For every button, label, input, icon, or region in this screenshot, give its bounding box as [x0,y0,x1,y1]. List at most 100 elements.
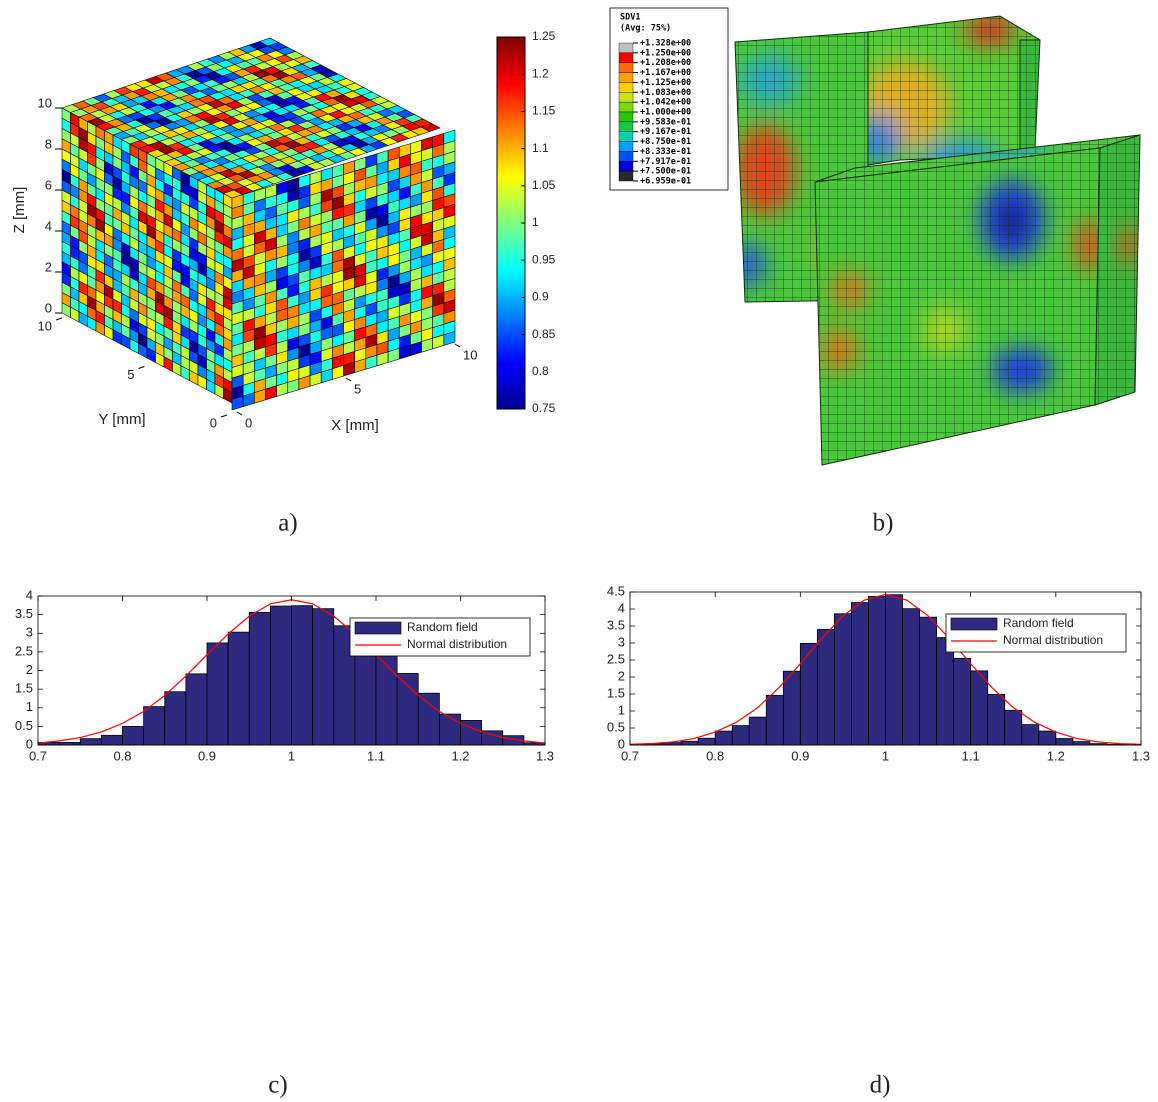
z-axis-title: Z [mm] [11,187,28,234]
y-tick-label: 0 [618,736,625,751]
x-tick-label: 0.9 [791,748,809,763]
histogram-bar [799,642,818,746]
x-tick-label: 0 [245,415,252,430]
x-tick-label: 1.2 [451,748,469,763]
legend-label: Random field [407,620,478,634]
y-tick-label: 3 [26,625,33,640]
colorbar-tick-label: 0.8 [532,364,549,378]
y-tick-label: 10 [38,318,52,333]
x-tick-label: 1 [288,748,295,763]
y-tick-label: 0 [210,415,217,430]
legend-subtitle: (Avg: 75%) [620,24,671,34]
histogram-bar [680,740,699,746]
x-tick-label: 0.9 [198,748,216,763]
histogram-bar [396,673,419,746]
legend-label: +1.000e+00 [640,108,691,118]
z-tick-label: 6 [45,177,52,192]
histogram-bar [1021,724,1040,746]
colorbar-tick-label: 0.95 [532,252,556,266]
y-tick-label: 2 [618,668,625,683]
face-edge [1094,134,1141,406]
legend-swatch [618,72,634,83]
colorbar-tick-label: 1.2 [532,66,549,80]
legend-label: +1.208e+00 [640,58,691,68]
y-axis-title: Y [mm] [98,411,145,428]
colorbar-tick-label: 1.1 [532,141,549,155]
legend-swatch [618,52,634,63]
legend-swatch [618,121,634,132]
legend-swatch [618,151,634,162]
legend-label: +8.333e-01 [640,147,691,157]
histogram-bar [164,691,187,746]
histogram-bar [885,594,903,746]
y-tick-label: 3.5 [15,606,33,621]
legend-swatch [618,170,634,182]
histogram-bar [697,737,716,746]
legend-swatch [618,131,634,142]
face-mesh [815,148,1100,465]
legend-swatch [354,621,402,635]
z-tick-label: 0 [45,300,52,315]
panel-label: d) [870,1072,891,1099]
legend-label: +7.917e-01 [640,157,691,167]
legend-title: SDV1 [620,13,640,23]
y-tick-label: 0 [26,736,33,751]
x-tick-label: 10 [463,347,477,362]
x-tick-label: 1.3 [1132,748,1150,763]
y-tick [138,366,145,369]
y-tick-label: 4.5 [607,583,625,598]
x-tick-label: 0.7 [621,748,639,763]
x-tick-label: 5 [354,381,361,396]
legend-label: Normal distribution [407,637,507,651]
face [868,16,1040,165]
histogram-bar [206,642,229,746]
y-tick-label: 1.5 [607,685,625,700]
legend-label: +7.500e-01 [640,167,691,177]
x-tick-label: 1 [882,748,889,763]
y-tick-label: 1 [26,699,33,714]
x-tick [236,411,243,416]
face-mesh [1020,40,1040,155]
histogram-bar [79,738,102,746]
histogram-bar [970,670,989,746]
legend-swatch [618,161,634,172]
face [1095,135,1140,405]
legend-swatch [618,141,634,152]
histogram-bar [185,673,208,746]
histogram-bar [417,692,440,746]
z-tick-label: 8 [45,136,52,151]
histogram-bar [291,605,314,746]
y-tick-label: 2.5 [15,643,33,658]
legend-label: +9.167e-01 [640,127,691,137]
panel-label: c) [268,1072,287,1099]
histogram-bar [438,713,461,746]
y-tick-label: 1 [618,702,625,717]
y-tick-label: 2 [26,662,33,677]
x-tick [345,377,352,382]
histogram-bar [834,613,852,746]
z-tick-label: 4 [45,218,52,233]
face-mesh [868,16,1040,165]
x-tick-label: 0.8 [706,748,724,763]
legend-label: +8.750e-01 [640,137,691,147]
colorbar-tick-label: 0.9 [532,290,549,304]
histogram-bar [1055,738,1074,746]
legend-label: +6.959e-01 [640,177,691,187]
legend-label: +1.167e+00 [640,68,691,78]
legend-swatch [618,92,634,103]
x-tick-label: 1.3 [536,748,554,763]
y-tick-label: 3.5 [607,617,625,632]
y-tick-label: 4 [26,587,33,602]
legend-label: +9.583e-01 [640,117,691,127]
histogram-bar [1072,741,1091,746]
histogram-bar [953,657,972,746]
histogram-bar [122,725,145,746]
y-tick-label: 4 [618,600,625,615]
x-tick [454,343,461,348]
histogram-bar [100,734,123,746]
y-tick-label: 0.5 [15,718,33,733]
cube-cell [443,330,456,346]
x-tick-label: 0.8 [113,748,131,763]
legend-label: +1.042e+00 [640,98,691,108]
